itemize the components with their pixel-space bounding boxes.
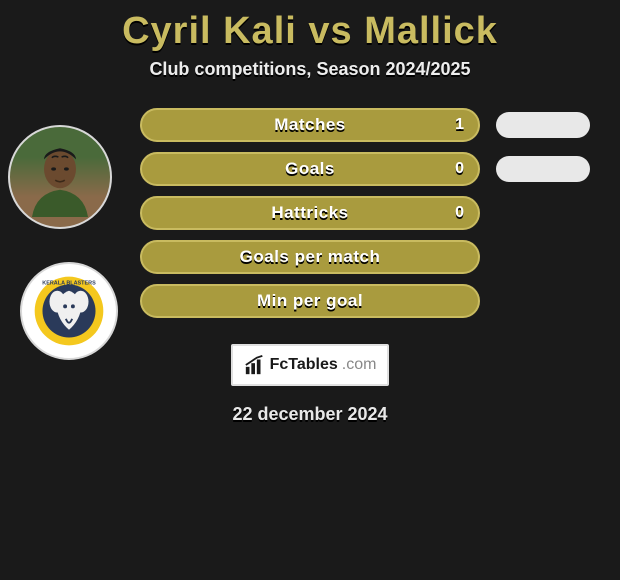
compare-pill	[496, 156, 590, 182]
logo-text-dark: FcTables	[270, 356, 338, 374]
stat-value: 0	[455, 204, 464, 222]
kerala-blasters-icon: KERALA BLASTERS	[30, 272, 108, 350]
stat-label: Matches	[274, 115, 346, 135]
compare-pill	[496, 112, 590, 138]
stat-label: Goals per match	[240, 247, 381, 267]
stat-value: 1	[455, 116, 464, 134]
date-label: 22 december 2024	[0, 404, 620, 425]
stat-bar: Hattricks 0	[140, 196, 480, 230]
stat-label: Goals	[285, 159, 335, 179]
stat-bar: Matches 1	[140, 108, 480, 142]
stat-bar: Min per goal	[140, 284, 480, 318]
fctables-logo[interactable]: FcTables.com	[231, 344, 389, 386]
chart-icon	[244, 354, 266, 376]
stat-bar: Goals per match	[140, 240, 480, 274]
subtitle: Club competitions, Season 2024/2025	[0, 59, 620, 80]
stat-label: Min per goal	[257, 291, 363, 311]
player2-avatar[interactable]: KERALA BLASTERS	[20, 262, 118, 360]
svg-text:KERALA BLASTERS: KERALA BLASTERS	[42, 280, 96, 286]
stat-bar: Goals 0	[140, 152, 480, 186]
stat-value: 0	[455, 160, 464, 178]
player1-avatar[interactable]	[8, 125, 112, 229]
page-title: Cyril Kali vs Mallick	[0, 10, 620, 53]
logo-text-light: .com	[342, 356, 377, 374]
person-icon	[20, 137, 100, 217]
stat-label: Hattricks	[271, 203, 348, 223]
